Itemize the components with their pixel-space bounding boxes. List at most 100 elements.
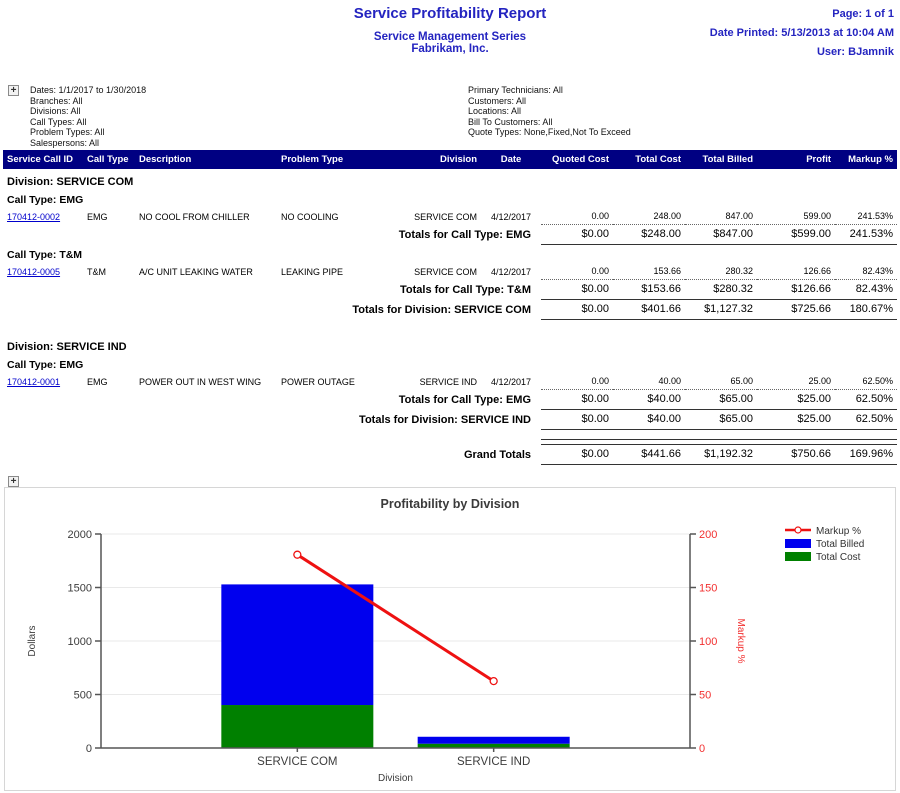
- call-type-header: Call Type: EMG: [7, 359, 84, 371]
- expand-chart-icon[interactable]: +: [8, 476, 19, 487]
- legend-label: Markup %: [816, 526, 861, 537]
- grand-totals-label: Grand Totals: [463, 448, 531, 461]
- chart-title: Profitability by Division: [381, 497, 520, 511]
- grand-billed: $1,192.32: [685, 444, 757, 465]
- report-series-subtitle: Service Management Series: [373, 31, 527, 43]
- totals-quoted: $0.00: [541, 389, 613, 410]
- print-info: Page: 1 of 1 Date Printed: 5/13/2013 at …: [710, 5, 894, 62]
- expand-parameters-icon[interactable]: +: [8, 85, 19, 96]
- col-call-type: Call Type: [83, 150, 135, 169]
- totals-label: Totals for Division: SERVICE IND: [359, 413, 531, 426]
- totals-markup: 180.67%: [835, 299, 897, 320]
- y-right-tick-label: 0: [699, 743, 705, 755]
- totals-markup: 62.50%: [835, 389, 897, 410]
- col-division: Division: [403, 150, 481, 169]
- grand-totals-row: Grand Totals $0.00 $441.66 $1,192.32 $75…: [3, 444, 897, 465]
- cell-markup: 241.53%: [857, 211, 893, 221]
- col-profit: Profit: [757, 150, 835, 169]
- col-date: Date: [481, 150, 541, 169]
- grand-quoted: $0.00: [541, 444, 613, 465]
- service-call-link[interactable]: 170412-0002: [7, 211, 61, 222]
- chart-bars: [221, 584, 570, 748]
- x-tick-label: SERVICE COM: [257, 756, 337, 768]
- col-service-call-id: Service Call ID: [3, 150, 83, 169]
- y-left-tick-label: 1500: [68, 583, 92, 595]
- call-type-totals-row: Totals for Call Type: EMG $0.00 $40.00 $…: [3, 389, 897, 410]
- bar-total-billed-service-ind: [417, 736, 570, 744]
- cell-quoted: 0.00: [591, 211, 609, 221]
- totals-markup: 82.43%: [835, 279, 897, 300]
- y-left-tick-label: 0: [86, 743, 92, 755]
- report-header: Service Profitability Report Service Man…: [0, 0, 900, 78]
- call-type-totals-row: Totals for Call Type: EMG $0.00 $248.00 …: [3, 224, 897, 245]
- col-quoted-cost: Quoted Cost: [541, 150, 613, 169]
- col-markup: Markup %: [835, 150, 897, 169]
- cell-call-type: T&M: [87, 266, 106, 277]
- table-row: 170412-0005 T&M A/C UNIT LEAKING WATER L…: [3, 263, 897, 280]
- cell-date: 4/12/2017: [490, 211, 532, 222]
- legend-label: Total Cost: [816, 552, 861, 563]
- report-parameters: + Dates: 1/1/2017 to 1/30/2018 Branches:…: [0, 84, 900, 148]
- bar-total-billed-service-com: [221, 584, 374, 706]
- cell-billed: 847.00: [725, 211, 753, 221]
- cell-quoted: 0.00: [591, 376, 609, 386]
- table-row: 170412-0001 EMG POWER OUT IN WEST WING P…: [3, 373, 897, 390]
- markup-line: [296, 553, 495, 683]
- cell-problem-type: POWER OUTAGE: [281, 376, 355, 387]
- totals-cost: $248.00: [613, 224, 685, 245]
- call-type-header: Call Type: EMG: [7, 194, 84, 206]
- totals-profit: $25.00: [757, 409, 835, 430]
- bar-total-cost-service-com: [221, 705, 374, 748]
- filter-call-types: Call Types: All: [30, 116, 87, 127]
- y-left-tick-label: 1000: [68, 636, 92, 648]
- cell-cost: 153.66: [653, 266, 681, 276]
- cell-cost: 40.00: [658, 376, 681, 386]
- cell-division: SERVICE COM: [414, 211, 477, 222]
- chart-axes: 0 500 1000 1500 2000 0 50 100 150 200 SERVICE COM S…: [27, 529, 746, 784]
- cell-problem-type: LEAKING PIPE: [281, 266, 344, 277]
- call-type-header: Call Type: T&M: [7, 249, 83, 261]
- chart-panel: Profitability by Division 0 500 1000 1500 200…: [4, 487, 896, 791]
- filter-problem-types: Problem Types: All: [30, 127, 105, 137]
- grand-cost: $441.66: [613, 444, 685, 465]
- totals-billed: $280.32: [685, 279, 757, 300]
- cell-profit: 25.00: [808, 376, 831, 386]
- service-call-link[interactable]: 170412-0005: [7, 266, 61, 277]
- service-call-link[interactable]: 170412-0001: [7, 376, 61, 387]
- cell-division: SERVICE IND: [419, 376, 477, 387]
- cell-billed: 280.32: [725, 266, 753, 276]
- cell-problem-type: NO COOLING: [281, 211, 339, 222]
- service-calls-table: Service Call ID Call Type Description Pr…: [3, 150, 897, 465]
- cell-description: A/C UNIT LEAKING WATER: [139, 266, 253, 277]
- totals-cost: $401.66: [613, 299, 685, 320]
- col-problem-type: Problem Type: [277, 150, 403, 169]
- cell-billed: 65.00: [730, 376, 753, 386]
- cell-description: NO COOL FROM CHILLER: [139, 211, 250, 222]
- cell-markup: 82.43%: [862, 266, 893, 276]
- cell-markup: 62.50%: [862, 376, 893, 386]
- y-right-tick-label: 100: [699, 636, 717, 648]
- filter-branches: Branches: All: [30, 95, 83, 106]
- y-left-tick-label: 500: [74, 690, 92, 702]
- date-printed: Date Printed: 5/13/2013 at 10:04 AM: [709, 27, 894, 39]
- y-right-tick-label: 200: [699, 529, 717, 541]
- call-type-totals-row: Totals for Call Type: T&M $0.00 $153.66 …: [3, 279, 897, 300]
- filter-salespersons: Salespersons: All: [30, 137, 100, 148]
- cell-profit: 126.66: [803, 266, 831, 276]
- totals-label: Totals for Call Type: EMG: [398, 393, 531, 406]
- bar-total-cost-service-ind: [417, 743, 570, 748]
- cell-call-type: EMG: [87, 376, 108, 387]
- y-right-tick-label: 150: [699, 583, 717, 595]
- grand-profit: $750.66: [757, 444, 835, 465]
- totals-profit: $725.66: [757, 299, 835, 320]
- parameters-right-column: Primary Technicians: All Customers: All …: [468, 85, 631, 138]
- totals-billed: $65.00: [685, 389, 757, 410]
- totals-quoted: $0.00: [541, 299, 613, 320]
- y-right-axis-title: Markup %: [735, 618, 746, 663]
- profitability-chart: Profitability by Division050010001500200…: [27, 497, 864, 784]
- markup-point: [489, 676, 498, 686]
- cell-date: 4/12/2017: [490, 266, 532, 277]
- totals-profit: $126.66: [757, 279, 835, 300]
- totals-label: Totals for Division: SERVICE COM: [352, 303, 531, 316]
- chart-legend: Markup % Total Billed Total Cost: [785, 526, 864, 563]
